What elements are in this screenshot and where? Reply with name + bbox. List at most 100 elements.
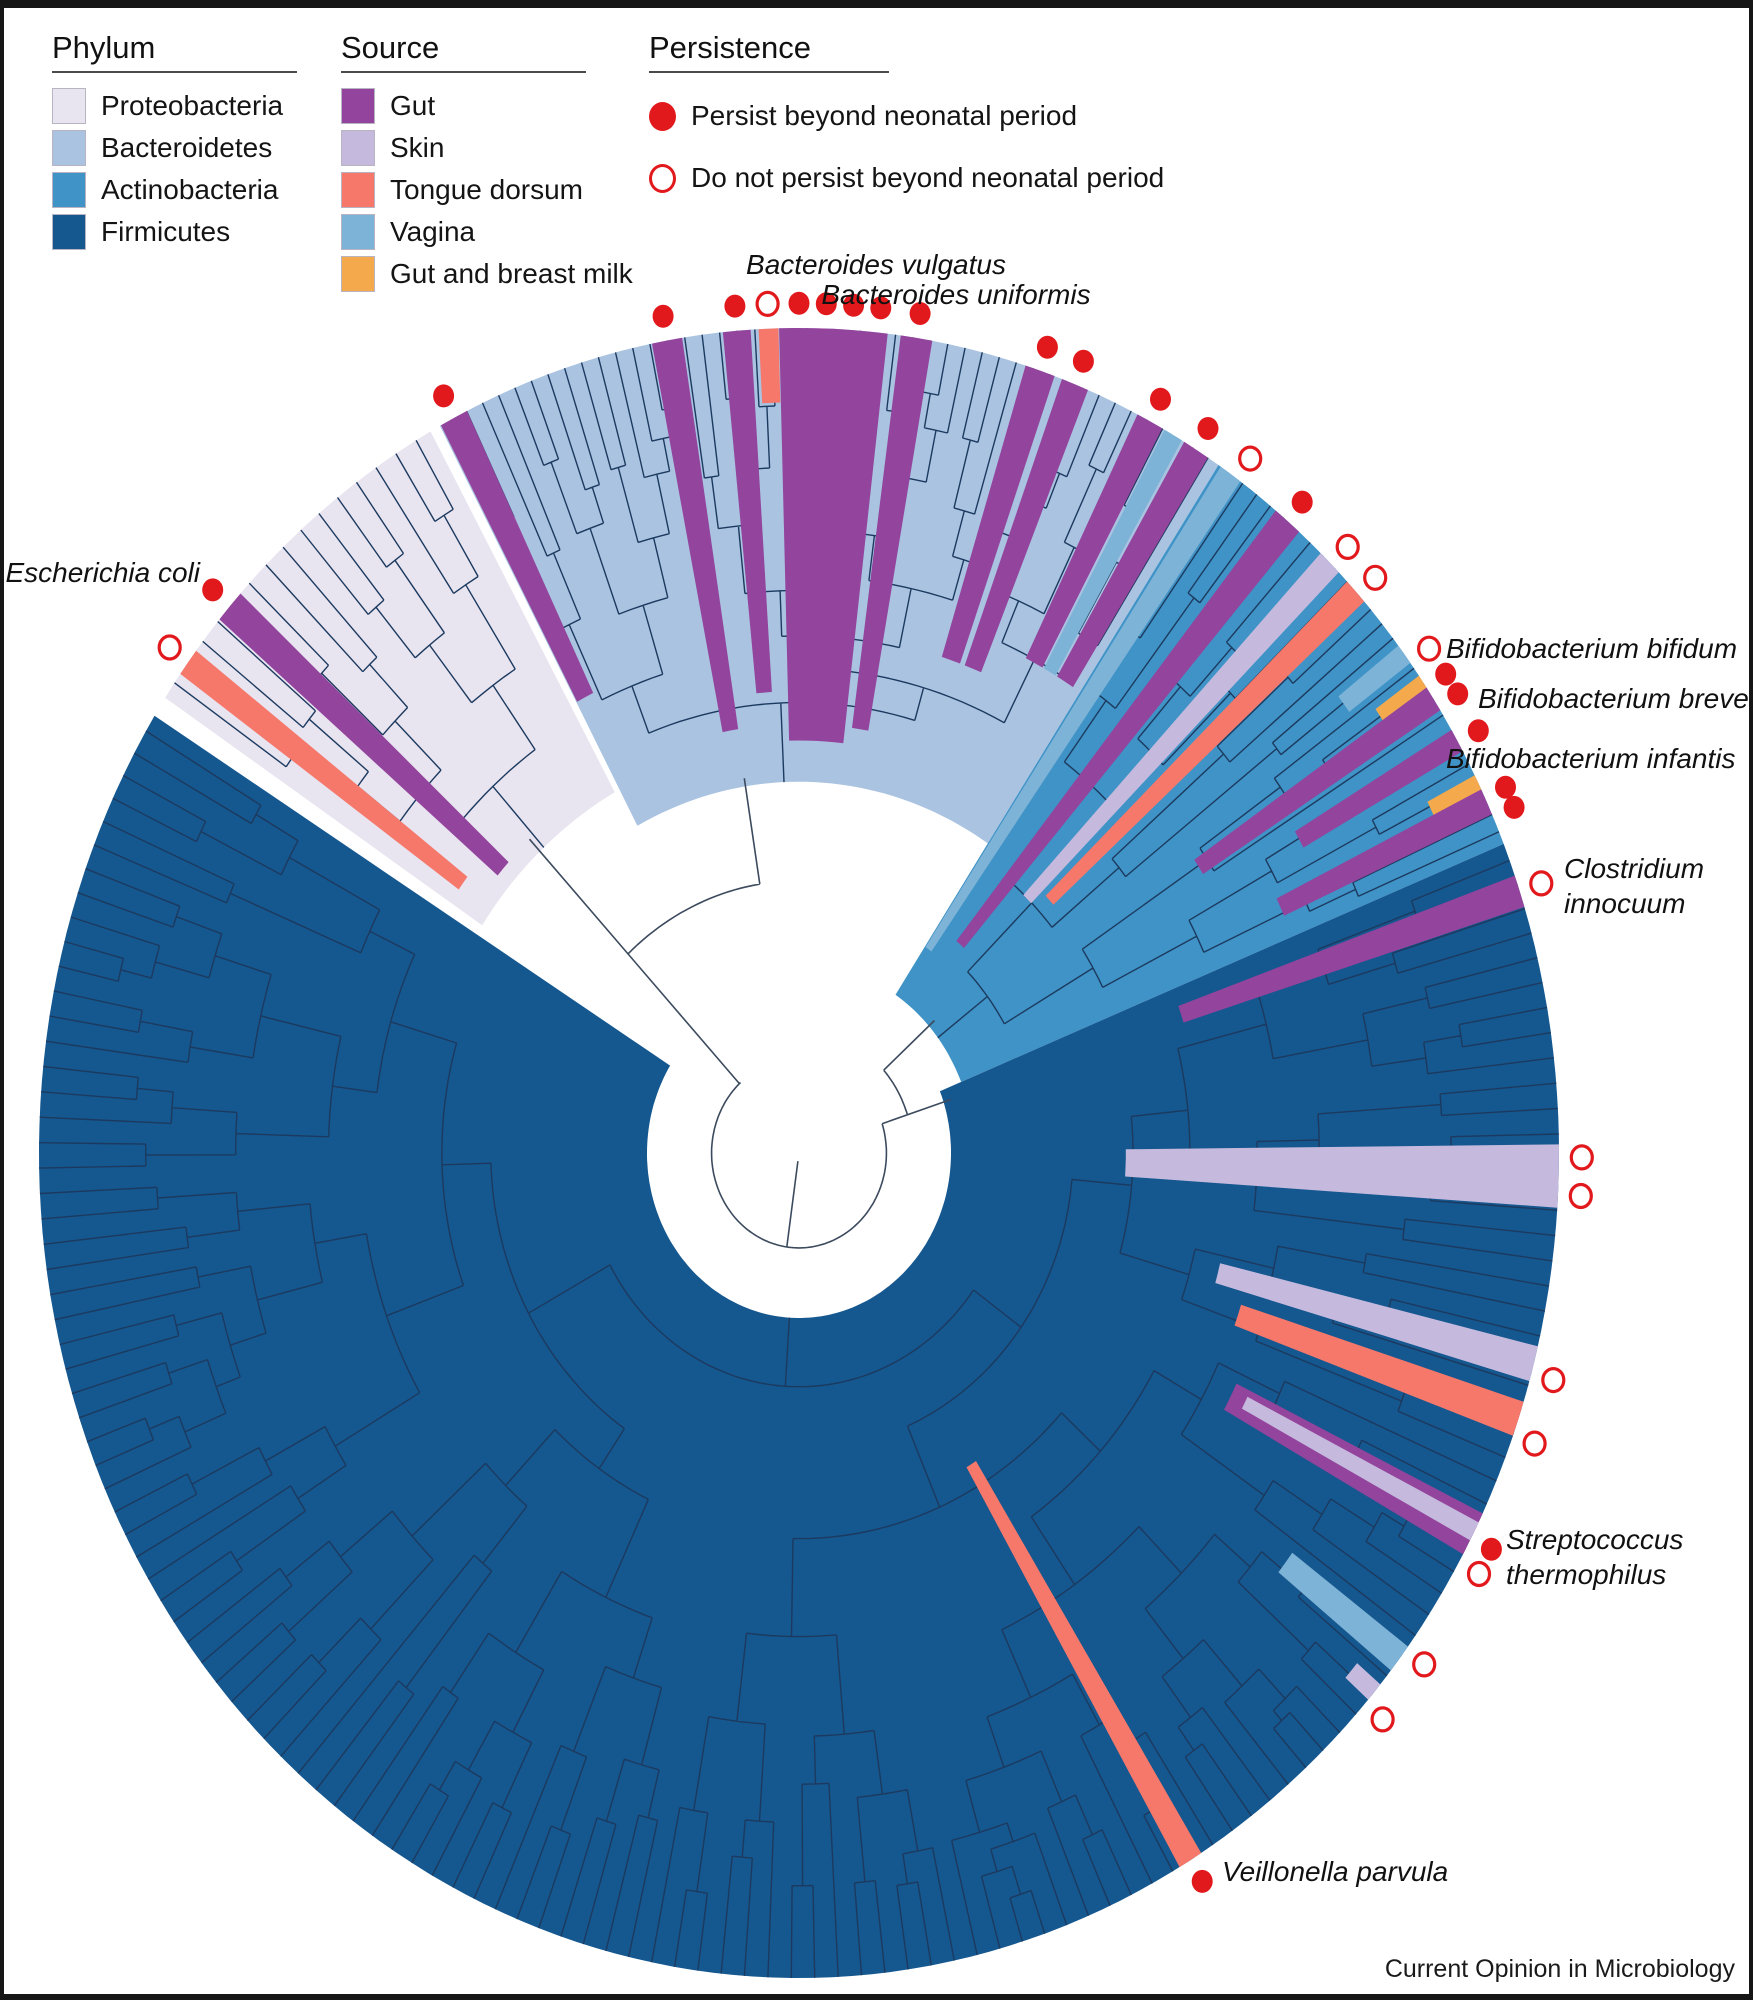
persist-marker-open-icon <box>1416 635 1442 662</box>
legend-item-label: Actinobacteria <box>101 174 279 205</box>
legend-item: Gut and breast milk <box>341 253 633 295</box>
species-label-clostridium-innocuum: Clostridium <box>1564 853 1704 884</box>
persist-marker-filled-icon <box>202 578 224 602</box>
legend-item-label: Bacteroidetes <box>101 132 273 163</box>
persist-marker-open-icon <box>1363 564 1388 591</box>
legend-item: Proteobacteria <box>52 85 297 127</box>
legend-color-swatch-icon <box>52 88 86 124</box>
legend-color-swatch-icon <box>341 88 375 124</box>
phylum-sector-actinobacteria <box>895 465 1504 1082</box>
legend-item-label: Firmicutes <box>101 216 231 247</box>
species-label-veillonella-parvula: Veillonella parvula <box>1222 1856 1448 1887</box>
legend-item: Tongue dorsum <box>341 169 633 211</box>
species-label-bacteroides-vulgatus: Bacteroides vulgatus <box>746 249 1006 280</box>
source-wedge-gut-breast-milk <box>1427 775 1483 818</box>
legend-color-swatch-icon <box>52 172 86 208</box>
persist-marker-filled-icon <box>1447 682 1469 706</box>
source-wedge-tongue-dorsum <box>758 328 781 404</box>
source-legend: Source Gut Skin Tongue dorsum Vagina Gut and… <box>341 30 633 295</box>
species-label-clostridium-innocuum: innocuum <box>1564 888 1685 919</box>
persist-marker-open-icon <box>1238 445 1263 472</box>
source-wedge-gut <box>941 365 1055 664</box>
persistence-legend-items: Persist beyond neonatal period Do not per… <box>649 85 1164 209</box>
legend-item: Bacteroidetes <box>52 127 297 169</box>
source-wedge-gut-breast-milk <box>1375 675 1429 724</box>
persist-marker-open-icon <box>1569 1144 1594 1171</box>
legend-color-swatch-icon <box>341 214 375 250</box>
source-wedge-gut <box>722 329 772 694</box>
persist-marker-filled-icon <box>1435 662 1457 686</box>
source-wedge-vagina <box>1338 645 1411 712</box>
persist-marker-filled-icon <box>1495 775 1516 799</box>
persistence-item-label: Persist beyond neonatal period <box>691 100 1078 131</box>
legend-item-label: Gut <box>390 90 436 121</box>
source-wedge-gut <box>1276 789 1492 916</box>
persist-marker-filled-icon <box>724 294 746 318</box>
source-wedge-tongue-dorsum <box>1045 581 1365 905</box>
persistence-legend: Persistence Persist beyond neonatal peri… <box>649 30 1164 209</box>
persistence-legend-item: Do not persist beyond neonatal period <box>649 147 1164 209</box>
source-wedge-tongue-dorsum <box>966 1461 1202 1868</box>
legend-item-label: Skin <box>390 132 445 163</box>
persist-marker-filled-icon <box>815 292 837 316</box>
legend-item-label: Gut and breast milk <box>390 258 633 289</box>
persist-marker-filled-icon <box>1150 387 1171 411</box>
phylum-legend-items: Proteobacteria Bacteroidetes Actinobacteri… <box>52 85 297 253</box>
legend-color-swatch-icon <box>341 172 375 208</box>
persist-marker-open-icon <box>1522 1430 1547 1457</box>
source-wedge-gut <box>652 337 739 733</box>
phylum-sector-proteobacteria <box>165 431 615 926</box>
source-wedge-skin <box>1023 553 1339 904</box>
source-wedge-skin <box>1345 1663 1381 1700</box>
source-wedge-gut <box>441 410 594 702</box>
persist-marker-filled-icon <box>870 296 892 320</box>
legend-item: Vagina <box>341 211 633 253</box>
persist-marker-open-icon <box>157 634 182 661</box>
persist-marker-filled-icon <box>652 304 674 328</box>
persist-marker-filled-icon <box>1467 719 1489 743</box>
source-legend-title: Source <box>341 30 586 73</box>
legend-item: Skin <box>341 127 633 169</box>
persist-marker-filled-icon <box>1072 349 1094 373</box>
species-label-bifidobacterium-breve: Bifidobacterium breve <box>1478 683 1749 714</box>
species-label-streptococcus-thermophilus: thermophilus <box>1506 1559 1666 1590</box>
source-wedge-gut <box>779 328 888 744</box>
source-wedge-gut <box>1178 875 1525 1023</box>
species-label-bifidobacterium-bifidum: Bifidobacterium bifidum <box>1446 633 1737 664</box>
source-wedge-skin <box>1241 1396 1479 1541</box>
persist-marker-open-icon <box>1529 870 1554 897</box>
legend-item: Gut <box>341 85 633 127</box>
legend-item-label: Vagina <box>390 216 476 247</box>
persist-marker-filled-icon <box>788 291 810 315</box>
source-wedge-vagina <box>925 466 1241 952</box>
persist-marker-filled-icon <box>433 384 455 408</box>
open-circle-icon <box>649 163 676 193</box>
dendrogram-root-branches <box>528 778 952 1249</box>
legend-item-label: Tongue dorsum <box>390 174 584 205</box>
persistence-item-label: Do not persist beyond neonatal period <box>691 162 1165 193</box>
species-label-bacteroides-uniformis: Bacteroides uniformis <box>821 279 1090 310</box>
source-wedge-gut <box>1057 441 1208 688</box>
persist-marker-open-icon <box>1541 1366 1566 1394</box>
persistence-legend-title: Persistence <box>649 30 889 73</box>
legend-color-swatch-icon <box>52 214 86 250</box>
source-wedge-vagina <box>1278 1552 1408 1671</box>
source-wedge-gut <box>1294 729 1463 848</box>
source-wedge-gut <box>219 593 509 876</box>
persist-marker-open-icon <box>1466 1560 1492 1588</box>
persist-marker-open-icon <box>1412 1651 1437 1678</box>
legend-item: Actinobacteria <box>52 169 297 211</box>
persist-marker-filled-icon <box>1036 335 1058 359</box>
source-wedge-tongue-dorsum <box>180 650 468 890</box>
source-wedge-gut <box>1025 414 1163 668</box>
source-wedge-gut <box>964 379 1088 673</box>
phylum-legend-title: Phylum <box>52 30 297 73</box>
source-wedge-vagina <box>1043 429 1182 676</box>
source-wedge-skin <box>1215 1263 1538 1382</box>
legend-color-swatch-icon <box>341 256 375 292</box>
species-label-escherichia-coli: Escherichia coli <box>5 557 200 588</box>
circular-phylogenetic-tree: Escherichia coli Bacteroides vulgatusBact… <box>5 249 1749 1979</box>
source-wedge-gut <box>956 510 1300 948</box>
persist-marker-open-icon <box>1370 1706 1395 1733</box>
